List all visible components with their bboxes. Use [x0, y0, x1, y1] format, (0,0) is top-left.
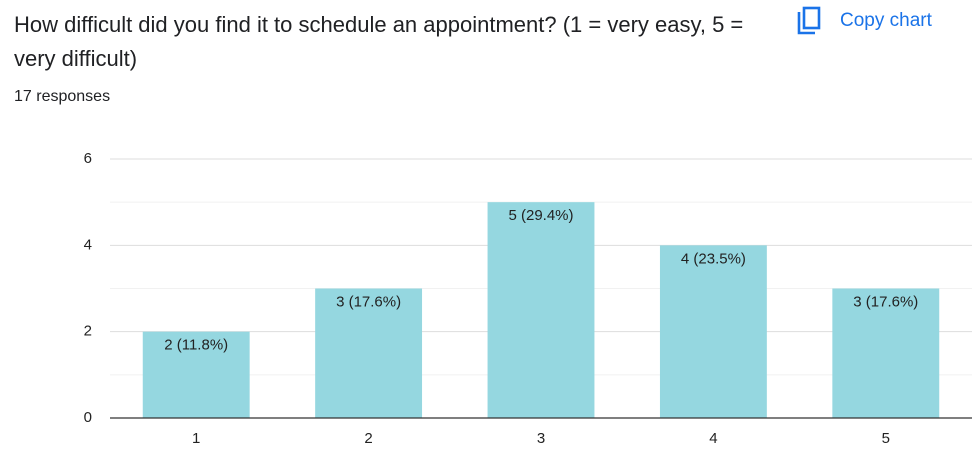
y-tick-label: 6: [84, 150, 92, 167]
bar: [832, 288, 940, 418]
x-tick-label: 1: [192, 430, 200, 447]
data-label: 5 (29.4%): [508, 207, 573, 224]
bar: [142, 331, 250, 418]
bar: [315, 288, 423, 418]
x-tick-label: 2: [364, 430, 372, 447]
chart-title: How difficult did you find it to schedul…: [14, 12, 744, 71]
data-label: 3 (17.6%): [853, 293, 918, 310]
subtitle: 17 responses: [14, 88, 111, 105]
data-label: 4 (23.5%): [681, 250, 746, 267]
data-label: 2 (11.8%): [164, 337, 228, 354]
bar: [659, 245, 767, 418]
x-tick-label: 5: [882, 430, 890, 447]
y-tick-label: 4: [84, 236, 92, 253]
bar: [487, 202, 595, 418]
x-tick-label: 4: [709, 430, 717, 447]
copy-icon: [797, 6, 821, 35]
copy-chart-button[interactable]: Copy chart: [796, 6, 932, 36]
copy-chart-label[interactable]: Copy chart: [840, 10, 932, 31]
data-label: 3 (17.6%): [336, 293, 401, 310]
y-tick-label: 0: [84, 409, 92, 426]
y-tick-label: 2: [84, 323, 92, 340]
x-tick-label: 3: [537, 430, 545, 447]
